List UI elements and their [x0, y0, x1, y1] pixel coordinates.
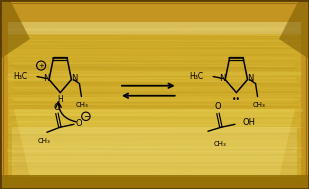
- Text: H: H: [57, 95, 63, 104]
- Text: CH₃: CH₃: [76, 101, 89, 108]
- Text: +: +: [38, 63, 44, 69]
- Text: CH₃: CH₃: [252, 101, 265, 108]
- Text: H₃C: H₃C: [189, 72, 203, 81]
- Text: CH₃: CH₃: [214, 141, 226, 147]
- Polygon shape: [14, 109, 295, 177]
- Text: O: O: [76, 119, 82, 128]
- Polygon shape: [0, 0, 30, 59]
- Bar: [0, 175, 309, 189]
- Text: N: N: [43, 74, 49, 83]
- Bar: [8, 22, 301, 177]
- Text: ••: ••: [232, 95, 241, 104]
- Text: N: N: [248, 74, 254, 83]
- Text: CH₃: CH₃: [37, 138, 50, 144]
- Text: N: N: [71, 74, 78, 83]
- Polygon shape: [279, 0, 309, 59]
- Text: O: O: [215, 102, 221, 111]
- Bar: [8, 22, 301, 34]
- Text: N: N: [219, 74, 225, 83]
- Text: −: −: [83, 112, 89, 121]
- Bar: [12, 127, 297, 177]
- Text: H₃C: H₃C: [13, 72, 27, 81]
- Text: O: O: [53, 103, 60, 112]
- Text: OH: OH: [243, 118, 256, 127]
